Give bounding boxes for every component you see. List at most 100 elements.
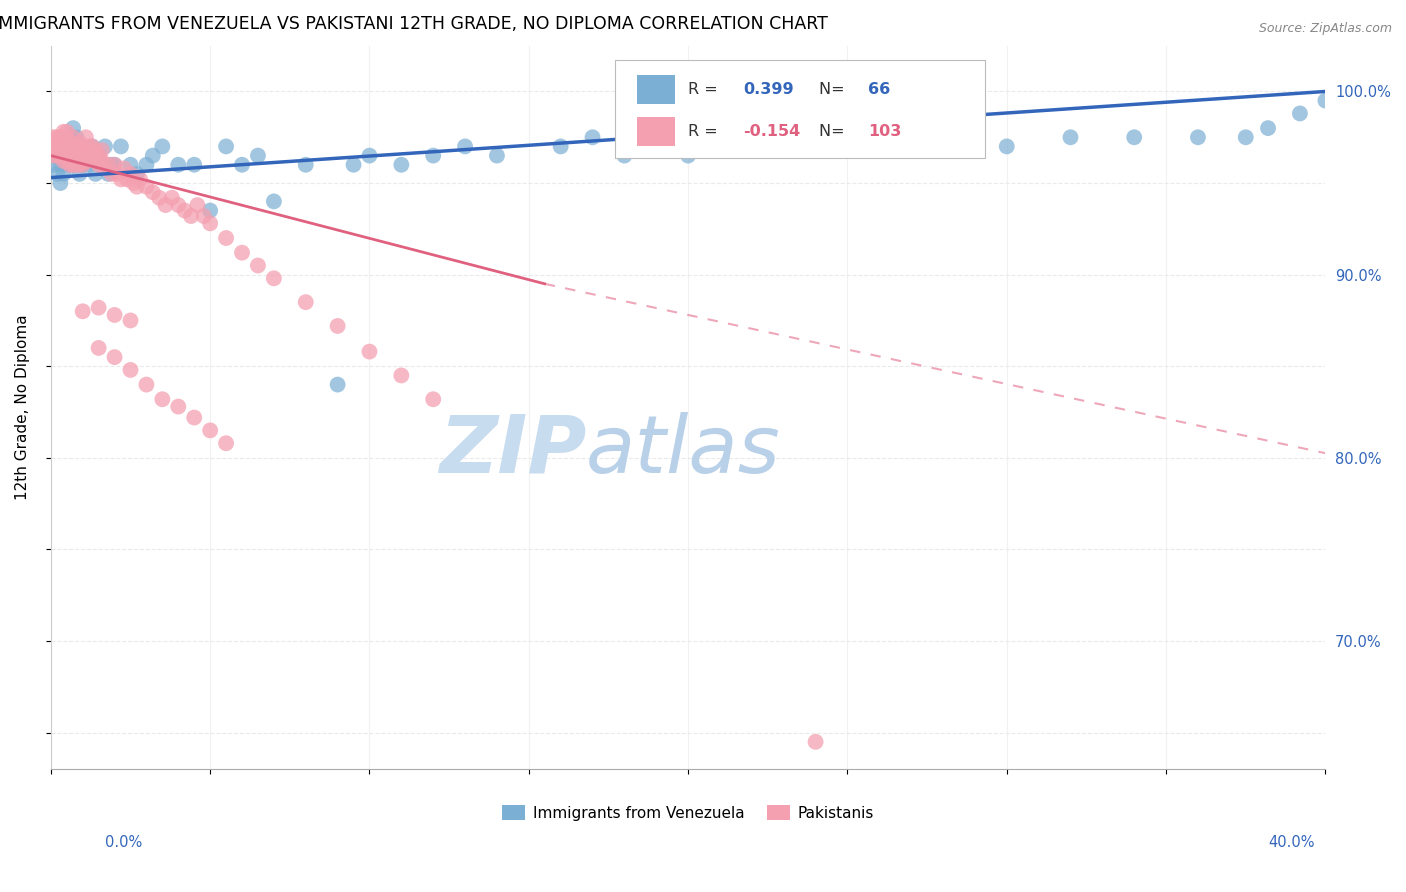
Point	[72, 158, 94, 172]
Point	[150, 392, 173, 407]
Point	[62, 158, 84, 172]
Point	[46, 139, 69, 153]
Point	[167, 198, 190, 212]
Point	[326, 377, 349, 392]
Point	[82, 139, 104, 153]
Point	[142, 185, 165, 199]
Point	[97, 167, 120, 181]
Point	[52, 136, 75, 150]
Text: R =: R =	[688, 81, 723, 96]
Text: -0.154: -0.154	[742, 124, 800, 139]
Point	[52, 125, 75, 139]
Point	[294, 295, 316, 310]
Point	[100, 158, 122, 172]
Point	[246, 259, 269, 273]
Point	[82, 148, 104, 162]
Point	[1315, 94, 1337, 108]
Point	[49, 148, 72, 162]
Point	[342, 158, 364, 172]
Point	[75, 130, 97, 145]
Point	[42, 148, 65, 162]
Point	[52, 167, 75, 181]
Point	[389, 158, 412, 172]
Text: Source: ZipAtlas.com: Source: ZipAtlas.com	[1258, 22, 1392, 36]
Point	[72, 139, 94, 153]
Point	[62, 139, 84, 153]
Point	[49, 136, 72, 150]
Point	[69, 148, 91, 162]
Point	[90, 143, 112, 157]
Point	[69, 136, 91, 150]
Point	[263, 194, 285, 209]
Point	[42, 130, 65, 145]
Bar	[637, 75, 675, 103]
Point	[77, 158, 100, 172]
Point	[87, 158, 110, 172]
Point	[52, 143, 75, 157]
Point	[326, 318, 349, 333]
Point	[183, 158, 205, 172]
Text: 40.0%: 40.0%	[1268, 836, 1315, 850]
Point	[454, 139, 477, 153]
Point	[198, 423, 221, 437]
Point	[676, 148, 699, 162]
Point	[52, 139, 75, 153]
Point	[1059, 130, 1081, 145]
Point	[87, 301, 110, 315]
Point	[97, 158, 120, 172]
Point	[142, 148, 165, 162]
Bar	[637, 117, 675, 146]
Point	[1289, 106, 1312, 120]
Point	[125, 167, 148, 181]
Point	[49, 143, 72, 157]
Point	[246, 148, 269, 162]
Point	[62, 143, 84, 157]
Point	[103, 308, 125, 322]
Point	[167, 400, 190, 414]
Point	[62, 121, 84, 136]
Point	[69, 167, 91, 181]
Point	[84, 143, 107, 157]
Point	[231, 158, 253, 172]
Point	[263, 271, 285, 285]
Point	[389, 368, 412, 383]
Point	[422, 392, 444, 407]
Point	[215, 139, 238, 153]
Point	[87, 148, 110, 162]
Point	[103, 158, 125, 172]
Point	[1123, 130, 1146, 145]
Point	[160, 191, 183, 205]
Point	[107, 167, 129, 181]
Point	[709, 130, 731, 145]
Point	[173, 203, 195, 218]
Point	[55, 139, 77, 153]
Point	[46, 148, 69, 162]
Point	[183, 410, 205, 425]
Point	[62, 139, 84, 153]
Point	[59, 139, 82, 153]
Point	[613, 148, 636, 162]
Point	[120, 313, 142, 327]
Point	[55, 130, 77, 145]
Point	[55, 148, 77, 162]
Point	[180, 209, 202, 223]
Point	[49, 158, 72, 172]
Point	[82, 139, 104, 153]
Point	[59, 148, 82, 162]
Point	[117, 172, 139, 186]
Point	[69, 158, 91, 172]
Point	[65, 158, 87, 172]
Point	[49, 130, 72, 145]
Point	[110, 172, 132, 186]
Point	[55, 125, 77, 139]
Point	[59, 143, 82, 157]
Point	[135, 158, 157, 172]
Point	[55, 130, 77, 145]
Point	[84, 154, 107, 169]
Point	[110, 139, 132, 153]
Point	[46, 130, 69, 145]
Point	[422, 148, 444, 162]
Point	[150, 139, 173, 153]
Point	[90, 154, 112, 169]
Point	[135, 179, 157, 194]
